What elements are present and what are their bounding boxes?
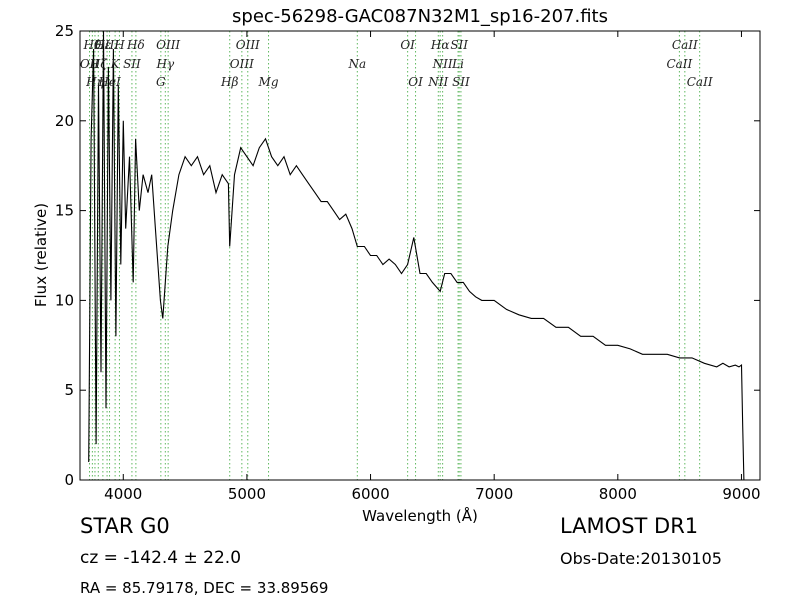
spectral-line-label-25: SII — [450, 38, 468, 52]
spectral-line-markers — [89, 31, 701, 480]
y-tick-label-5: 25 — [55, 22, 74, 40]
y-tick-label-0: 0 — [64, 471, 74, 489]
plot-frame — [79, 30, 761, 481]
spectral-line-label-24: Li — [451, 57, 464, 71]
obs-date: Obs-Date:20130105 — [560, 549, 722, 568]
x-tick-label-5: 9000 — [722, 485, 760, 503]
survey-name: LAMOST DR1 — [560, 514, 699, 538]
y-tick-label-1: 5 — [64, 381, 74, 399]
spectral-line-label-15: OIII — [230, 57, 254, 71]
spectral-line-label-11: G — [156, 75, 166, 89]
spectral-line-label-6: HeI — [97, 75, 121, 89]
spectral-line-label-18: Na — [347, 57, 366, 71]
line-labels: OIIHθHηHζHεOIIIHeIKHSIIHδGHγOIIIHβOIIIOI… — [80, 38, 713, 89]
ra-dec: RA = 85.79178, DEC = 33.89569 — [80, 579, 329, 597]
x-tick-label-3: 7000 — [475, 485, 513, 503]
x-axis-label: Wavelength (Å) — [362, 506, 478, 525]
flux-line — [88, 31, 745, 480]
spectral-line-label-2: Hη — [85, 75, 104, 89]
spectral-line-label-27: CaII — [666, 57, 692, 71]
spectral-line-label-22: Hα — [430, 38, 450, 52]
spectral-line-label-28: CaII — [672, 38, 698, 52]
y-tick-label-2: 10 — [55, 291, 74, 309]
spectral-line-label-23: NII — [432, 57, 453, 71]
axis-ticks: 4000 5000 6000 7000 8000 9000 0 5 10 15 20 25 — [55, 22, 761, 503]
spectral-line-label-14: Hβ — [220, 75, 238, 89]
spectral-line-label-0: OII — [80, 57, 100, 71]
spectral-line-label-13: OIII — [156, 38, 180, 52]
spectral-line-label-7: K — [110, 57, 121, 71]
x-tick-label-4: 8000 — [599, 485, 637, 503]
spectral-line-label-3: Hζ — [89, 57, 108, 71]
y-tick-label-3: 15 — [55, 202, 74, 220]
chart-title: spec-56298-GAC087N32M1_sp16-207.fits — [232, 6, 608, 27]
spectral-line-label-9: SII — [123, 57, 141, 71]
spectral-line-label-4: Hε — [93, 38, 111, 52]
spectral-line-label-12: Hγ — [155, 57, 174, 71]
spectral-line-label-5: OIII — [95, 38, 119, 52]
object-class: STAR G0 — [80, 514, 170, 538]
spectral-line-label-1: Hθ — [83, 38, 102, 52]
x-tick-label-0: 4000 — [104, 485, 142, 503]
spectral-line-label-20: OI — [408, 75, 423, 89]
x-tick-label-2: 6000 — [351, 485, 389, 503]
y-axis-label: Flux (relative) — [32, 203, 50, 307]
redshift-cz: cz = -142.4 ± 22.0 — [80, 548, 242, 568]
x-tick-label-1: 5000 — [228, 485, 266, 503]
y-tick-label-4: 20 — [55, 112, 74, 130]
spectral-line-label-8: H — [113, 38, 125, 52]
spectral-line-label-26: SII — [452, 75, 470, 89]
spectral-line-label-29: CaII — [687, 75, 713, 89]
spectral-line-label-17: Mg — [258, 75, 279, 89]
spectral-line-label-16: OIII — [236, 38, 260, 52]
flux-series — [88, 31, 745, 480]
spectral-line-label-10: Hδ — [126, 38, 145, 52]
spectral-line-label-19: OI — [400, 38, 415, 52]
spectral-line-label-21: NII — [427, 75, 448, 89]
